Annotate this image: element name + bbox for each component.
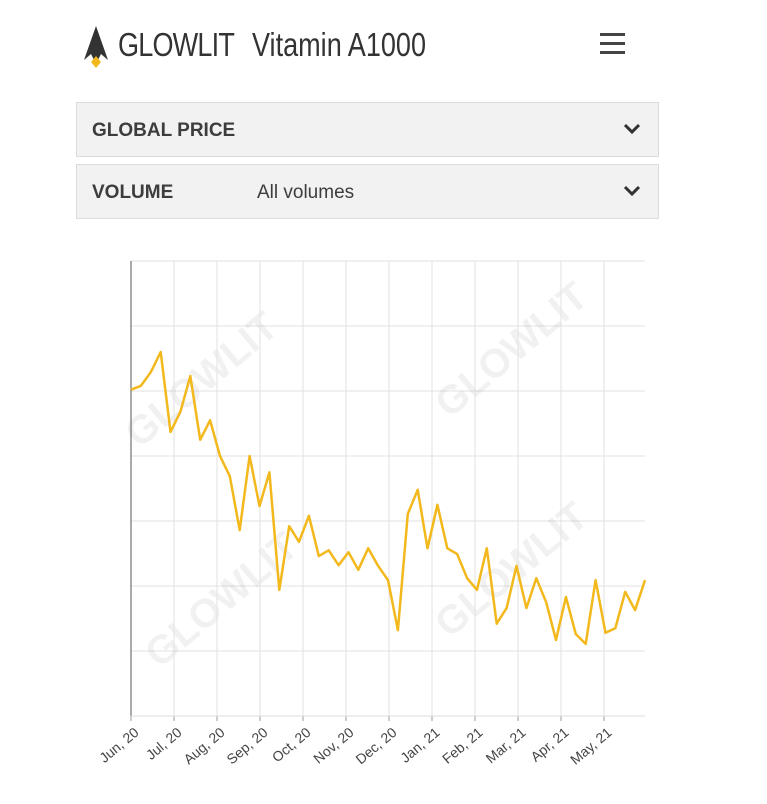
x-tick-label: Oct, 20 [269, 724, 314, 765]
x-tick-label: Apr, 21 [527, 724, 571, 765]
filter-dropdown[interactable]: VOLUME All volumes [76, 164, 659, 219]
watermark: GLOWLIT [137, 524, 307, 676]
x-tick-label: Nov, 20 [310, 724, 357, 767]
menu-button[interactable] [600, 33, 626, 55]
x-tick-label: Jul, 20 [143, 724, 185, 763]
x-tick-label: Feb, 21 [439, 724, 486, 767]
watermark: GLOWLIT [427, 494, 597, 646]
chevron [623, 123, 641, 135]
x-tick-label: Mar, 21 [483, 724, 529, 766]
x-tick-label: Aug, 20 [180, 724, 227, 767]
price-line [130, 350, 647, 646]
watermark: GLOWLIT [427, 274, 597, 426]
filter-label: VOLUME [92, 182, 174, 203]
chart: GLOWLIT GLOWLIT GLOWLIT GLOWLIT Jun, 20 Jul, … [96, 260, 647, 768]
filter-label: GLOBAL PRICE [92, 120, 236, 141]
brand: GLOWLIT [118, 26, 235, 63]
x-tick-label: Jan, 21 [397, 724, 443, 766]
x-tick-label: May, 21 [567, 724, 615, 768]
chevron [623, 185, 641, 197]
watermark: GLOWLIT [117, 304, 287, 456]
x-tick-label: Dec, 20 [352, 724, 399, 767]
filter-value: All volumes [257, 182, 355, 203]
logo [84, 26, 108, 68]
filter-dropdown[interactable]: GLOBAL PRICE [76, 102, 659, 157]
x-tick-label: Jun, 20 [96, 724, 142, 766]
product-title: Vitamin A1000 [252, 26, 427, 63]
x-tick-label: Sep, 20 [223, 724, 270, 767]
